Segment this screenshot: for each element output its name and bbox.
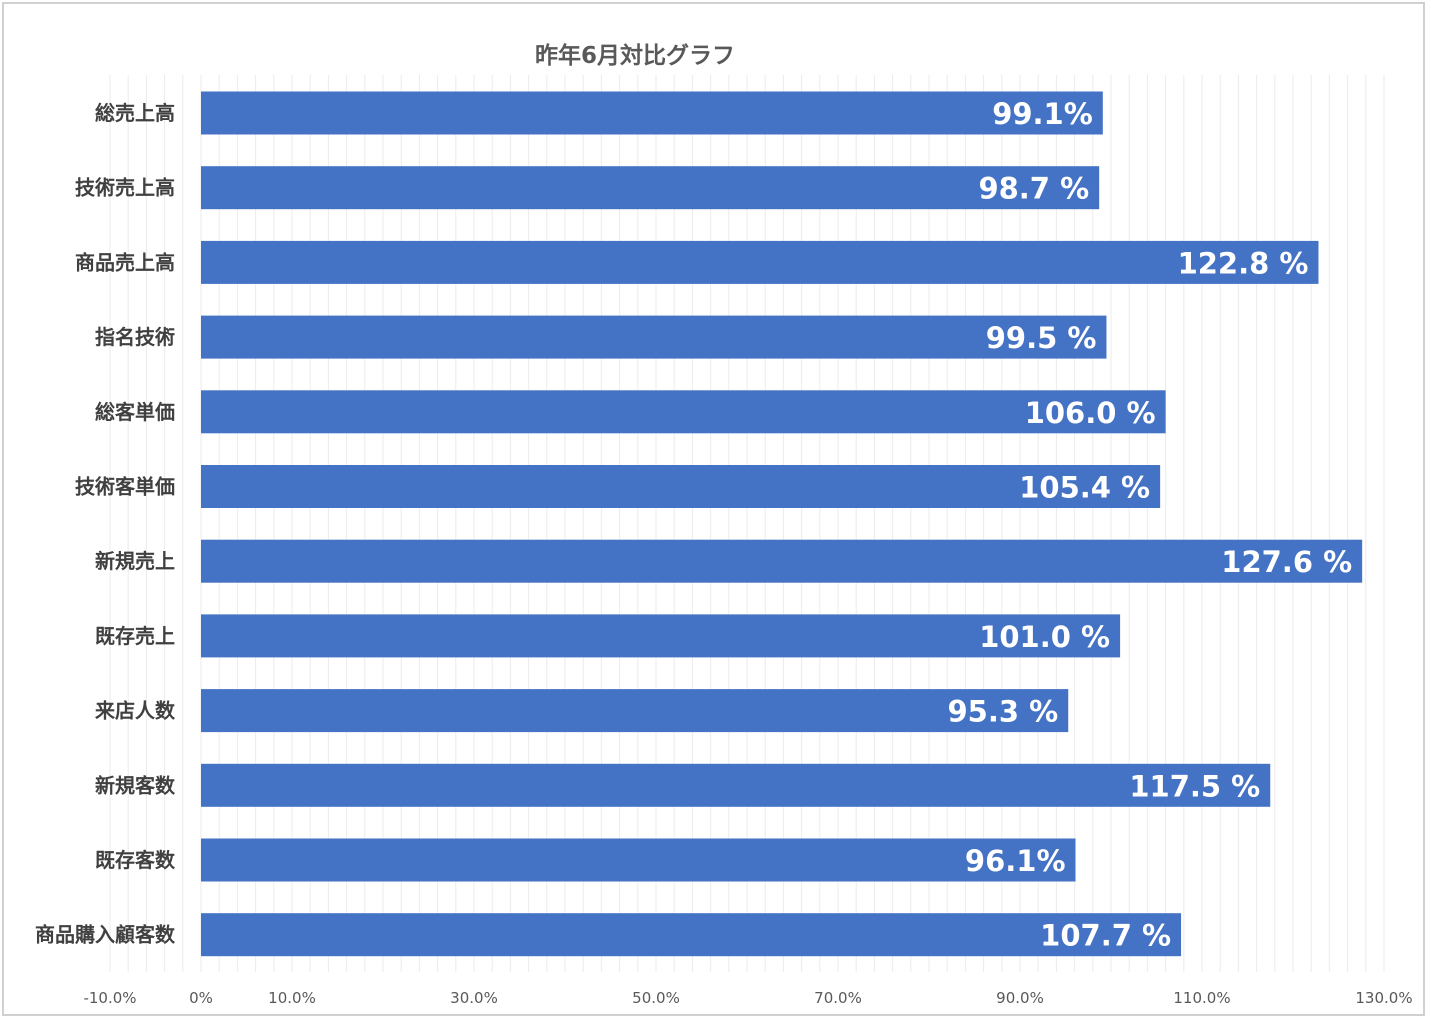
x-tick-label: 130.0%	[1355, 989, 1412, 1007]
bar	[201, 390, 1166, 434]
category-label: 新規客数	[95, 773, 176, 797]
data-label: 98.7 %	[978, 172, 1089, 206]
category-labels: 総売上高技術売上高商品売上高指名技術総客単価技術客単価新規売上既存売上来店人数新…	[35, 101, 176, 947]
data-label: 107.7 %	[1040, 919, 1171, 953]
x-tick-label: 30.0%	[450, 989, 498, 1007]
bar	[201, 240, 1319, 284]
category-label: 指名技術	[95, 325, 175, 349]
data-label: 117.5 %	[1129, 769, 1260, 803]
category-label: 総客単価	[95, 400, 175, 424]
category-label: 総売上高	[95, 101, 175, 125]
data-label: 106.0 %	[1025, 396, 1156, 430]
category-label: 来店人数	[94, 699, 176, 723]
x-tick-labels: -10.0% 0% 10.0% 30.0% 50.0% 70.0% 90.0% 110.0% 1…	[83, 989, 1412, 1007]
data-label: 95.3 %	[948, 695, 1059, 729]
bar	[201, 539, 1363, 583]
bar	[201, 315, 1107, 359]
bar	[201, 614, 1121, 658]
category-label: 技術売上高	[75, 176, 175, 200]
data-label: 96.1%	[965, 844, 1066, 878]
data-label: 122.8 %	[1178, 246, 1309, 280]
bar	[201, 913, 1182, 957]
bars: 99.1% 98.7 % 122.8 % 99.5 % 106.0 % 105.4 % 12…	[201, 91, 1363, 957]
category-label: 新規売上	[95, 549, 175, 573]
data-label: 101.0 %	[979, 620, 1110, 654]
bar	[201, 166, 1100, 210]
category-label: 技術客単価	[75, 475, 175, 499]
x-tick-label: 110.0%	[1173, 989, 1230, 1007]
data-label: 99.5 %	[986, 321, 1097, 355]
bar	[201, 465, 1161, 508]
x-tick-label: 70.0%	[814, 989, 862, 1007]
gridlines	[109, 75, 1385, 972]
chart-title: 昨年6月対比グラフ	[534, 43, 735, 69]
category-label: 商品売上高	[75, 250, 175, 274]
x-tick-label: 50.0%	[632, 989, 680, 1007]
x-tick-label: 0%	[189, 989, 213, 1007]
bar	[201, 91, 1103, 135]
category-label: 商品購入顧客数	[35, 923, 176, 947]
data-label: 99.1%	[992, 97, 1093, 131]
category-label: 既存売上	[95, 624, 175, 648]
x-tick-label: 10.0%	[268, 989, 316, 1007]
bar	[201, 689, 1069, 733]
bar	[201, 763, 1271, 807]
bar	[201, 838, 1076, 882]
x-tick-label: 90.0%	[996, 989, 1044, 1007]
x-tick-label: -10.0%	[83, 989, 136, 1007]
data-label: 105.4 %	[1019, 471, 1150, 505]
data-label: 127.6 %	[1221, 545, 1352, 579]
category-label: 既存客数	[95, 848, 176, 872]
